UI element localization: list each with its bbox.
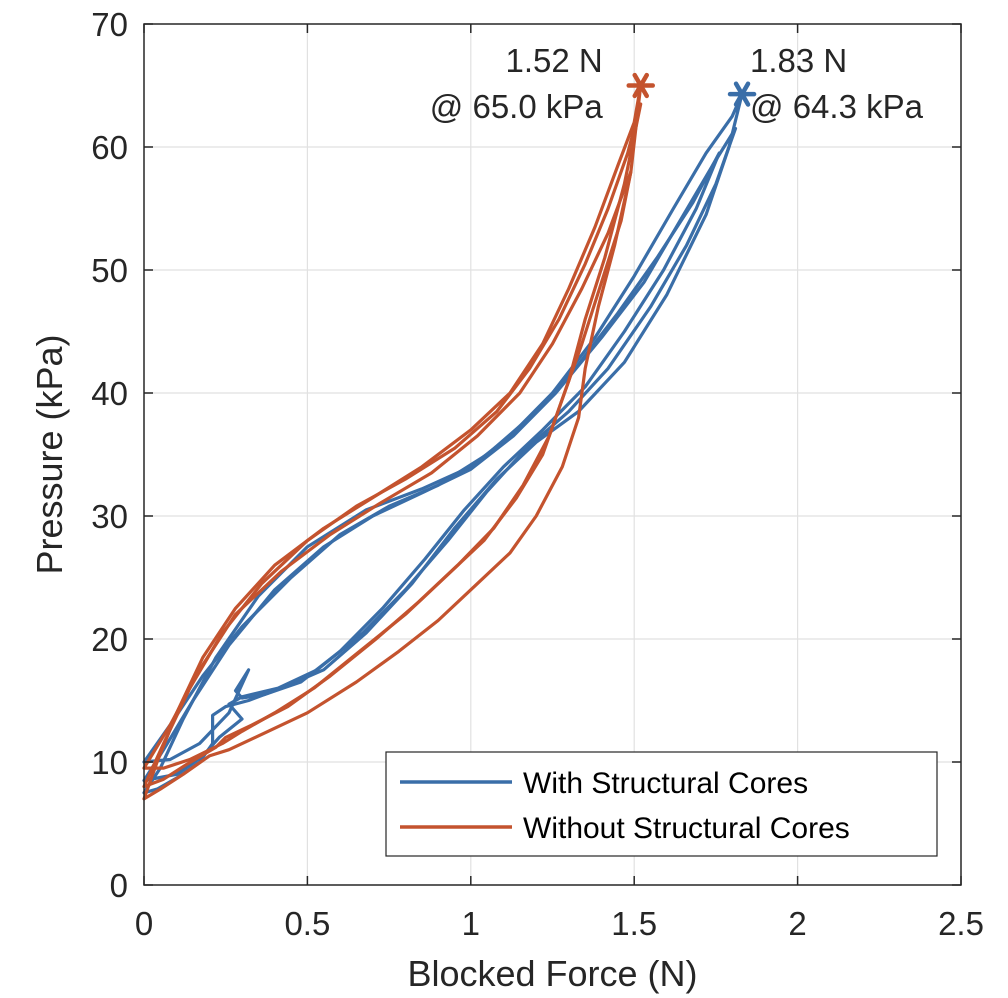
peak-marker-1 bbox=[626, 72, 655, 99]
y-tick-label: 50 bbox=[91, 252, 128, 289]
x-tick-label: 1.5 bbox=[611, 905, 657, 942]
series-1-cycle-2 bbox=[142, 170, 633, 770]
peak-marker-stroke bbox=[733, 81, 751, 107]
peak-annotation-force: 1.83 N bbox=[750, 42, 847, 79]
y-tick-label: 70 bbox=[91, 6, 128, 43]
peak-marker-0 bbox=[727, 81, 757, 107]
y-axis-title: Pressure (kPa) bbox=[29, 334, 70, 574]
peak-annotation-pressure: @ 64.3 kPa bbox=[750, 88, 924, 125]
axis-ticks: 0 0.5 1 1.5 2 2.5 0 10 20 30 40 50 60 70 bbox=[91, 6, 984, 942]
legend: With Structural Cores Without Structural… bbox=[385, 751, 938, 857]
series-0-cycle-2 bbox=[142, 151, 721, 764]
y-tick-label: 20 bbox=[91, 621, 128, 658]
plot-frame bbox=[143, 23, 962, 886]
peak-annotation-pressure: @ 65.0 kPa bbox=[430, 88, 604, 125]
grid-lines bbox=[144, 24, 961, 885]
y-tick-label: 10 bbox=[91, 744, 128, 781]
x-axis-title: Blocked Force (N) bbox=[407, 953, 697, 994]
y-tick-label: 30 bbox=[91, 498, 128, 535]
legend-label-without-cores: Without Structural Cores bbox=[523, 812, 850, 845]
legend-label-with-cores: With Structural Cores bbox=[523, 767, 808, 800]
y-tick-label: 60 bbox=[91, 129, 128, 166]
peak-annotation-force: 1.52 N bbox=[506, 42, 603, 79]
x-tick-label: 2 bbox=[788, 905, 806, 942]
peak-marker-stroke bbox=[632, 72, 649, 99]
data-series bbox=[142, 83, 744, 801]
series-0-cycle-0 bbox=[142, 92, 744, 795]
x-tick-label: 1 bbox=[462, 905, 480, 942]
y-tick-label: 40 bbox=[91, 375, 128, 412]
legend-box bbox=[385, 751, 938, 857]
x-tick-label: 2.5 bbox=[938, 905, 984, 942]
peak-annotations: 1.52 N @ 65.0 kPa 1.83 N @ 64.3 kPa bbox=[430, 42, 924, 125]
x-tick-label: 0 bbox=[135, 905, 153, 942]
x-tick-label: 0.5 bbox=[284, 905, 330, 942]
y-tick-label: 0 bbox=[110, 867, 128, 904]
